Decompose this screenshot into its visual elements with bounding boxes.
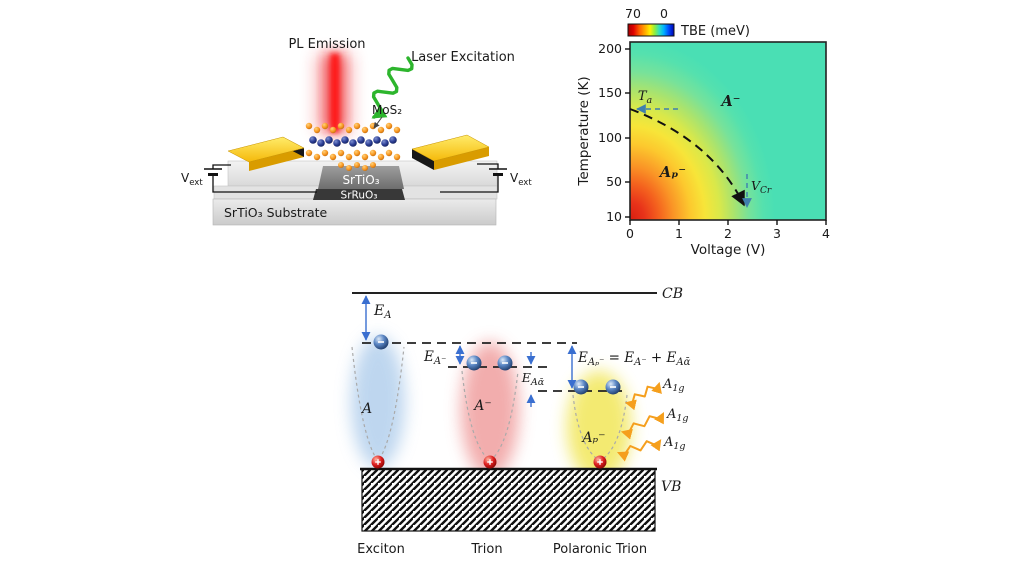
ta-label: Ta	[638, 89, 653, 106]
vext-right-label: Vext	[510, 171, 532, 188]
trion-outline	[461, 370, 519, 462]
srruo3-label: SrRuO₃	[341, 190, 378, 202]
phonon-arrow-3	[616, 439, 662, 462]
energy-diagram: CB VB EA EA⁻ EAᾱ EAₚ⁻ = EA⁻ + EAᾱ A A⁻ A…	[351, 286, 691, 557]
heatmap-plot-area	[629, 41, 827, 221]
vext-left-label: Vext	[181, 171, 203, 188]
srruo3-block	[313, 189, 405, 200]
exciton-symbol: A	[360, 401, 372, 417]
svg-text:4: 4	[822, 226, 830, 241]
sulfur-front-row	[338, 162, 376, 171]
trion-electron-1	[466, 355, 482, 371]
mos2-label: MoS₂	[372, 103, 402, 117]
phonon-arrows	[616, 381, 665, 462]
phonon-arrow-2	[620, 412, 665, 440]
svg-text:2: 2	[724, 226, 732, 241]
a1g-label-1: A1g	[662, 377, 685, 394]
x-axis-title: Voltage (V)	[691, 242, 766, 258]
svg-text:0: 0	[626, 226, 634, 241]
pl-beam	[316, 53, 352, 132]
phonon-arrow-1	[624, 381, 662, 411]
holes	[371, 455, 607, 469]
pl-emission-label: PL Emission	[288, 37, 365, 52]
polaronic-electron-2	[605, 379, 621, 395]
exciton-electron	[373, 334, 389, 350]
valence-band-region	[361, 468, 656, 532]
left-electrode	[227, 136, 305, 171]
svg-text:1: 1	[675, 226, 683, 241]
svg-text:200: 200	[598, 41, 622, 56]
polaronic-caption: Polaronic Trion	[553, 542, 647, 557]
polaronic-region-label: Aₚ⁻	[658, 164, 686, 181]
trion-hole	[483, 455, 497, 469]
trion-electron-2	[497, 355, 513, 371]
a1g-label-2: A1g	[666, 407, 689, 424]
trion-region-label: A⁻	[720, 93, 741, 110]
mos2-pointer-arrow	[373, 116, 383, 129]
electrons	[373, 334, 621, 395]
phonon-labels: A1g A1g A1g	[662, 377, 689, 452]
svg-text:3: 3	[773, 226, 781, 241]
svg-text:100: 100	[598, 130, 622, 145]
x-tick-labels: 0 1 2 3 4	[626, 226, 830, 241]
colorbar	[627, 23, 675, 37]
left-circuit: Vext	[181, 164, 317, 193]
ea-alpha-label: EAᾱ	[521, 370, 545, 388]
right-electrode	[411, 134, 490, 170]
x-axis-ticks	[629, 220, 827, 225]
polaronic-electron-1	[573, 379, 589, 395]
trion-glow	[461, 342, 519, 478]
colorbar-min-label: 0	[660, 6, 668, 21]
vcr-label: VCr	[751, 178, 772, 196]
exciton-outline	[351, 346, 405, 462]
exciton-hole	[371, 455, 385, 469]
substrate-slab	[212, 198, 497, 226]
trion-symbol: A⁻	[472, 398, 492, 414]
vb-label: VB	[661, 479, 681, 495]
colorbar-title: TBE (meV)	[680, 24, 750, 39]
polaronic-hole	[593, 455, 607, 469]
mos2-lattice	[305, 122, 401, 171]
trion-caption: Trion	[470, 542, 502, 557]
ea-minus-label: EA⁻	[423, 349, 446, 367]
colorbar-max-label: 70	[625, 6, 641, 21]
y-tick-labels: 200 150 100 50 10	[598, 41, 622, 224]
y-axis-ticks	[625, 48, 630, 218]
svg-text:10: 10	[606, 209, 622, 224]
laser-arrow	[371, 56, 414, 119]
srtio3-block	[318, 166, 404, 189]
srtio3-label: SrTiO₃	[342, 173, 379, 187]
polaronic-symbol: Aₚ⁻	[580, 430, 605, 446]
sulfur-top-row	[305, 122, 401, 134]
polaronic-glow	[567, 371, 631, 483]
phase-boundary-curve	[629, 108, 745, 207]
exciton-glow	[351, 336, 405, 468]
y-axis-title: Temperature (K)	[576, 76, 592, 186]
ea-label: EA	[373, 303, 391, 321]
svg-text:150: 150	[598, 85, 622, 100]
molybdenum-row	[309, 136, 397, 147]
tbe-heatmap: 70 0 TBE (meV) 200 150 100 50 10 0 1 2 3…	[576, 6, 830, 258]
substrate-label: SrTiO₃ Substrate	[224, 205, 328, 220]
a1g-label-3: A1g	[663, 435, 686, 452]
device-schematic: PL Emission Laser Excitation SrTiO₃ Subs…	[181, 37, 532, 226]
sulfur-bottom-row	[305, 149, 401, 161]
svg-text:50: 50	[606, 174, 622, 189]
right-circuit: Vext	[440, 163, 532, 193]
exciton-caption: Exciton	[357, 542, 405, 557]
cb-label: CB	[662, 286, 683, 302]
laser-excitation-label: Laser Excitation	[411, 50, 515, 65]
energy-formula: EAₚ⁻ = EA⁻ + EAᾱ	[577, 350, 691, 368]
